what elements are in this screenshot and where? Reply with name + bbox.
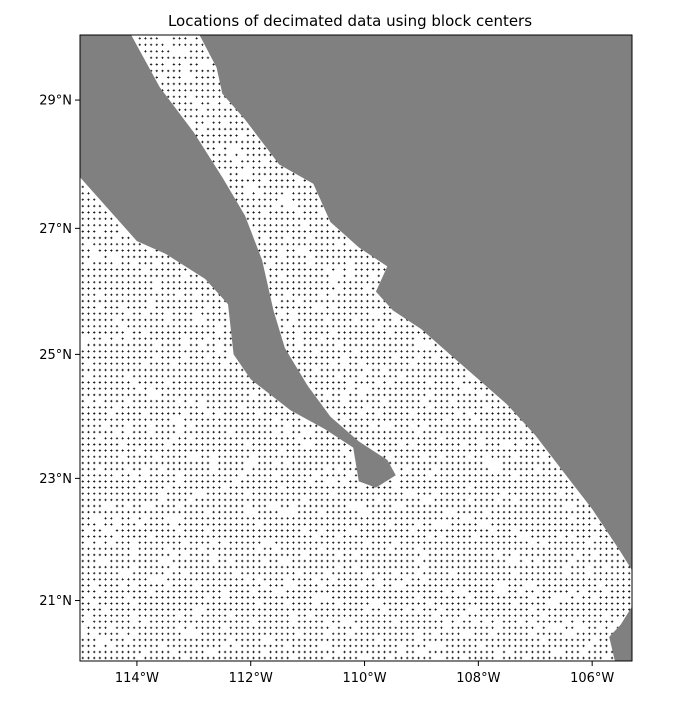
block-center-points [81,37,631,660]
land-polygon-1 [199,35,632,571]
x-tick-label-3: 108°W [456,671,500,686]
data-points-layer [81,37,631,660]
x-tick-label-1: 112°W [229,671,273,686]
x-axis: 114°W 112°W 110°W 108°W 106°W [115,661,614,686]
map-title: Locations of decimated data using block … [167,12,533,30]
land-polygon-2 [609,606,632,661]
y-axis: 21°N 23°N 25°N 27°N 29°N [39,94,80,609]
y-tick-label-0: 21°N [39,594,72,609]
y-tick-label-4: 29°N [39,94,72,109]
x-tick-label-2: 110°W [342,671,386,686]
land-layer [80,35,632,661]
y-tick-label-3: 27°N [39,222,72,237]
x-tick-label-0: 114°W [115,671,159,686]
x-tick-label-4: 106°W [570,671,614,686]
y-tick-label-2: 25°N [39,348,72,363]
land-polygon-0 [80,35,396,488]
y-tick-label-1: 23°N [39,472,72,487]
map-frame [79,34,633,662]
